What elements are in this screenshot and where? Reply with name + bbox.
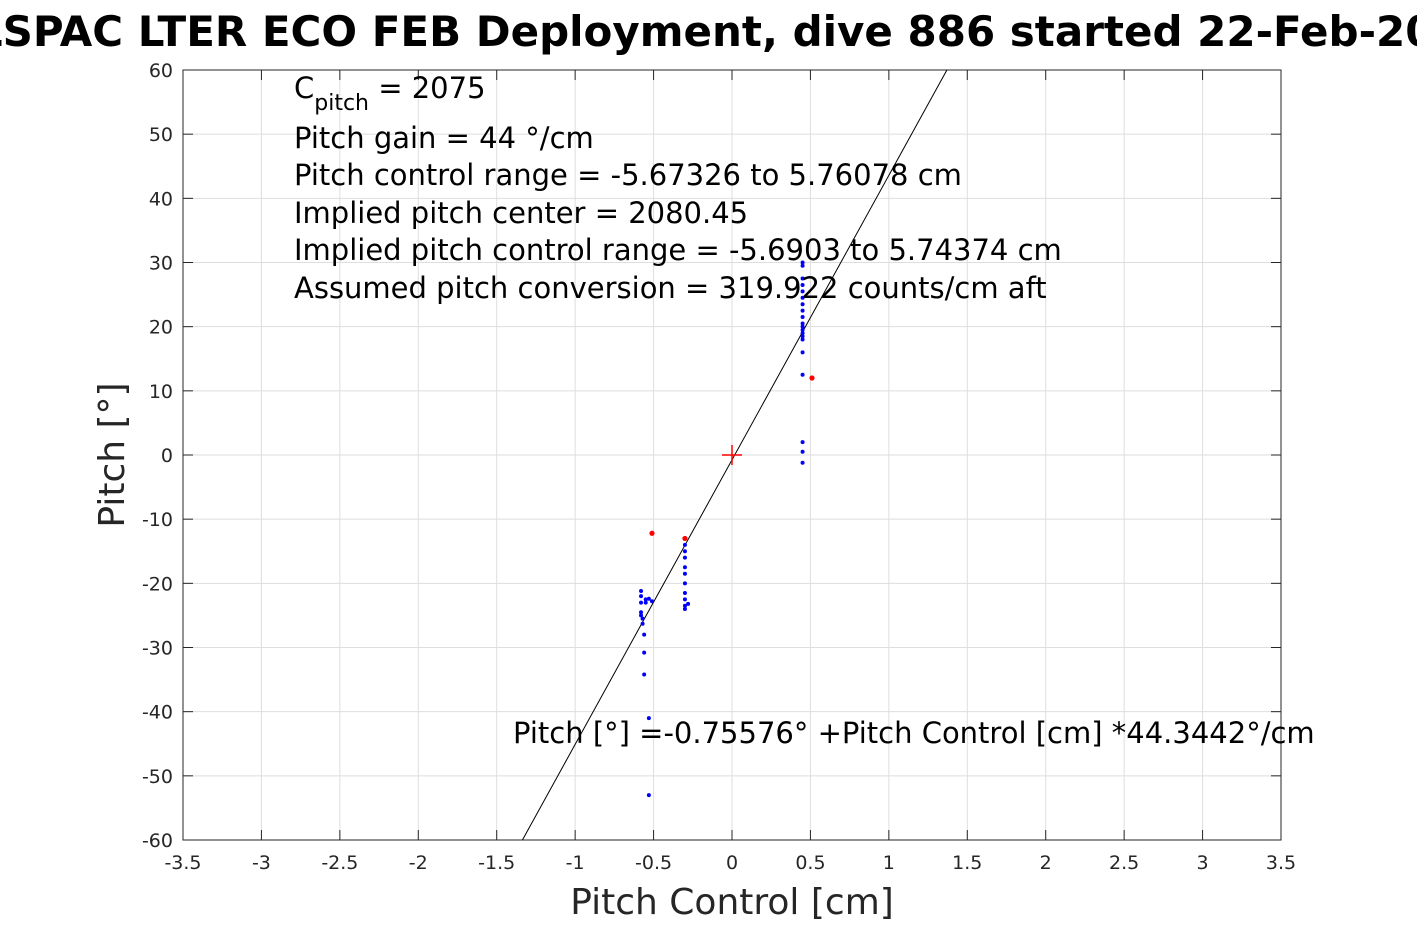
data-point — [682, 542, 687, 547]
annotation-pitch-gain: Pitch gain = 44 °/cm — [294, 121, 594, 155]
data-point — [639, 613, 644, 618]
data-point — [800, 295, 805, 300]
y-tick-label: 60 — [149, 60, 173, 82]
data-point — [800, 282, 805, 287]
x-tick-label: -2 — [409, 852, 428, 874]
x-tick-label: -2.5 — [321, 852, 358, 874]
data-point — [800, 302, 805, 307]
data-point — [682, 555, 687, 560]
y-tick-label: -40 — [142, 702, 173, 724]
c-pitch-symbol: C — [294, 71, 314, 105]
data-point — [682, 597, 687, 602]
chart-title: SG546 CALSPAC LTER ECO FEB Deployment, d… — [0, 7, 1417, 56]
data-point — [639, 600, 644, 605]
outlier-point — [809, 375, 815, 381]
data-point — [682, 565, 687, 570]
data-point — [800, 308, 805, 313]
data-point — [682, 603, 687, 608]
annotation-assumed-pitch-conversion: Assumed pitch conversion = 319.922 count… — [294, 271, 1047, 305]
grid-lines — [182, 69, 1282, 841]
y-axis-tick-labels: -60 -50 -40 -30 -20 -10 0 10 20 30 40 50 60 — [142, 60, 173, 852]
data-point — [646, 716, 651, 721]
x-tick-label: -1.5 — [478, 852, 515, 874]
data-point — [800, 289, 805, 294]
x-tick-label: 3.5 — [1266, 852, 1296, 874]
data-point — [682, 581, 687, 586]
data-point — [800, 321, 805, 326]
y-tick-label: -60 — [142, 830, 173, 852]
x-tick-label: 0.5 — [795, 852, 825, 874]
data-point — [800, 460, 805, 465]
y-tick-label: 30 — [149, 253, 173, 275]
data-point — [682, 571, 687, 576]
data-point — [800, 440, 805, 445]
data-point — [642, 650, 647, 655]
y-tick-label: -10 — [142, 509, 173, 531]
data-point — [682, 549, 687, 554]
fit-equation-label: Pitch [°] =-0.75576° +Pitch Control [cm]… — [513, 716, 1315, 750]
y-tick-label: 10 — [149, 381, 173, 403]
y-tick-label: 20 — [149, 317, 173, 339]
data-point — [640, 621, 645, 626]
data-point — [800, 449, 805, 454]
outlier-point — [649, 530, 655, 536]
data-point — [646, 596, 651, 601]
data-point — [800, 350, 805, 355]
data-point — [800, 315, 805, 320]
data-point — [800, 372, 805, 377]
data-point — [800, 263, 805, 268]
data-point — [800, 331, 805, 336]
data-point — [800, 324, 805, 329]
data-point — [682, 607, 687, 611]
annotation-implied-pitch-center: Implied pitch center = 2080.45 — [294, 196, 748, 230]
y-tick-label: -20 — [142, 573, 173, 595]
x-axis-label: Pitch Control [cm] — [570, 882, 894, 923]
data-point — [639, 594, 644, 599]
y-tick-label: 0 — [161, 445, 173, 467]
x-axis-tick-labels: -3.5 -3 -2.5 -2 -1.5 -1 -0.5 0 0.5 1 1.5 2 2.5 3 3.5 — [164, 852, 1296, 874]
outlier-point — [682, 535, 688, 542]
data-point — [800, 327, 805, 332]
x-tick-label: 2 — [1040, 852, 1052, 874]
center-marker-layer — [722, 445, 742, 465]
data-point — [800, 260, 805, 265]
x-tick-label: -3 — [252, 852, 271, 874]
c-pitch-subscript: pitch — [314, 91, 369, 116]
data-point — [686, 601, 691, 606]
data-point — [646, 793, 651, 798]
y-tick-label: -50 — [142, 766, 173, 788]
x-tick-label: -0.5 — [635, 852, 672, 874]
data-point — [643, 597, 648, 602]
data-point — [682, 590, 687, 595]
c-pitch-value: = 2075 — [369, 71, 486, 105]
x-tick-label: 2.5 — [1109, 852, 1139, 874]
x-tick-label: 3 — [1197, 852, 1209, 874]
data-point — [643, 600, 648, 605]
y-tick-label: -30 — [142, 638, 173, 660]
x-tick-label: 1 — [883, 852, 895, 874]
x-tick-label: 0 — [726, 852, 738, 874]
axis-ticks — [182, 69, 1282, 841]
x-tick-label: 1.5 — [952, 852, 982, 874]
data-point — [650, 599, 655, 604]
data-point — [639, 610, 644, 615]
y-axis-label: Pitch [°] — [92, 382, 133, 527]
data-points — [639, 260, 815, 798]
data-point — [800, 334, 805, 339]
x-tick-label: -1 — [566, 852, 585, 874]
annotation-implied-pitch-control-range: Implied pitch control range = -5.6903 to… — [294, 233, 1062, 267]
data-point — [642, 672, 647, 677]
data-point — [639, 589, 644, 594]
data-point — [800, 276, 805, 281]
annotation-c-pitch: Cpitch = 2075 — [294, 71, 486, 116]
annotation-pitch-control-range: Pitch control range = -5.67326 to 5.7607… — [294, 158, 962, 192]
data-point — [642, 632, 647, 637]
x-tick-label: -3.5 — [164, 852, 201, 874]
y-tick-label: 50 — [149, 124, 173, 146]
y-tick-label: 40 — [149, 188, 173, 210]
data-point — [640, 616, 645, 621]
data-point — [800, 337, 805, 342]
